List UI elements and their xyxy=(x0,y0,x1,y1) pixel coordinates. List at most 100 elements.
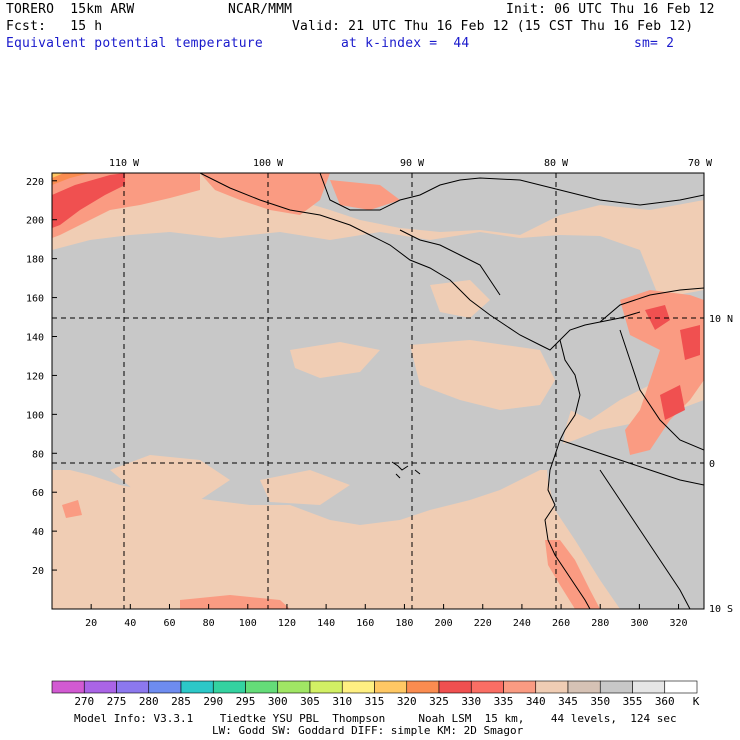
colorbar-swatch xyxy=(277,680,311,694)
colorbar-swatch xyxy=(51,680,85,694)
y-tick-label: 20 xyxy=(32,566,44,577)
x-tick-label: 320 xyxy=(670,618,688,629)
red-region-venezuela-3 xyxy=(660,385,685,420)
x-tick-label: 240 xyxy=(513,618,531,629)
red-region-venezuela-2 xyxy=(680,325,700,360)
forecast-hour: Fcst: 15 h xyxy=(6,19,103,34)
x-tick-label: 220 xyxy=(474,618,492,629)
orange-region-nw xyxy=(52,173,90,185)
lat-lon-grid xyxy=(52,173,704,609)
colorbar-swatch xyxy=(212,680,246,694)
salmon-region-south-ocean xyxy=(180,595,290,609)
colorbar-label: 300 xyxy=(267,695,288,708)
salmon-patch-sw xyxy=(62,500,82,518)
colorbar-unit: K xyxy=(692,695,700,708)
x-tick-label: 60 xyxy=(163,618,175,629)
x-tick-label: 100 xyxy=(239,618,257,629)
tan-patch-1 xyxy=(290,342,380,378)
lat-label: 0 xyxy=(709,459,715,470)
border-peru-brazil xyxy=(599,469,691,609)
organization: NCAR/MMM xyxy=(228,2,293,17)
init-time: Init: 06 UTC Thu 16 Feb 12 xyxy=(506,2,715,17)
colorbar-swatch xyxy=(341,680,375,694)
lon-label: 70 W xyxy=(688,158,713,169)
x-tick-label: 300 xyxy=(630,618,648,629)
tan-patch-3 xyxy=(430,280,490,318)
smoothing-info: sm= 2 xyxy=(634,36,675,51)
colorbar-swatch xyxy=(83,680,117,694)
tan-patch-4 xyxy=(110,455,230,500)
tan-patch-2 xyxy=(410,340,555,410)
colorbar-label: 270 xyxy=(74,695,95,708)
border-central-america xyxy=(399,229,501,296)
colorbar-swatch xyxy=(503,680,537,694)
gray-region-ocean xyxy=(52,232,660,525)
x-tick-label: 180 xyxy=(395,618,413,629)
x-tick-label: 120 xyxy=(278,618,296,629)
coastline-south-america-west xyxy=(544,339,591,609)
y-tick-label: 180 xyxy=(26,255,44,266)
y-tick-label: 120 xyxy=(26,371,44,382)
colorbar-swatch xyxy=(116,680,150,694)
y-axis-ticks: 220 200 180 160 140 120 100 80 60 40 20 xyxy=(26,177,57,577)
colorbar-label: 320 xyxy=(396,695,417,708)
salmon-region-peru xyxy=(545,540,600,609)
colorbar-label: 310 xyxy=(332,695,353,708)
x-tick-label: 200 xyxy=(435,618,453,629)
y-tick-label: 60 xyxy=(32,488,44,499)
coastline-caribbean-sa xyxy=(599,287,704,323)
gray-region-south-america xyxy=(545,400,704,609)
lat-label: 10 S xyxy=(709,604,733,615)
lon-label: 90 W xyxy=(400,158,425,169)
coastline-yucatan xyxy=(319,173,704,211)
footer-physics-info: LW: Godd SW: Goddard DIFF: simple KM: 2D… xyxy=(212,724,524,737)
lon-label: 110 W xyxy=(109,158,140,169)
tan-patch-5 xyxy=(260,470,350,505)
colorbar-label: 360 xyxy=(654,695,675,708)
y-tick-label: 40 xyxy=(32,527,44,538)
colorbar-label: 345 xyxy=(558,695,578,708)
level-info: at k-index = 44 xyxy=(341,36,470,51)
colorbar-swatch xyxy=(535,680,569,694)
x-tick-label: 140 xyxy=(317,618,335,629)
border-colombia-ecuador-peru xyxy=(559,439,704,486)
colorbar-label: 350 xyxy=(590,695,611,708)
x-tick-label: 20 xyxy=(85,618,97,629)
top-lon-labels: 110 W 100 W 90 W 80 W 70 W xyxy=(109,158,713,169)
colorbar-swatch xyxy=(664,680,698,694)
y-tick-label: 100 xyxy=(26,410,44,421)
y-tick-label: 200 xyxy=(26,216,44,227)
colorbar-swatch xyxy=(470,680,504,694)
coastlines xyxy=(199,173,704,609)
colorbar-label: 340 xyxy=(525,695,546,708)
colorbar-label: 355 xyxy=(622,695,643,708)
x-tick-label: 160 xyxy=(356,618,374,629)
colorbar-swatch xyxy=(148,680,182,694)
red-region-nw xyxy=(52,173,125,228)
border-colombia-venezuela xyxy=(619,329,704,451)
colorbar-label: 295 xyxy=(235,695,256,708)
model-name: TORERO 15km ARW xyxy=(6,2,135,17)
x-tick-label: 260 xyxy=(552,618,570,629)
field-name: Equivalent potential temperature xyxy=(6,36,263,51)
colorbar-swatch xyxy=(438,680,472,694)
colorbar-label: 290 xyxy=(203,695,224,708)
colorbar-swatch xyxy=(374,680,408,694)
colorbar-swatch xyxy=(632,680,666,694)
colorbar-swatch xyxy=(309,680,343,694)
colorbar-swatch xyxy=(406,680,440,694)
y-tick-label: 80 xyxy=(32,449,44,460)
lat-label: 10 N xyxy=(709,314,733,325)
galapagos-islands xyxy=(391,461,421,479)
colorbar-label: 275 xyxy=(106,695,127,708)
colorbar-swatch xyxy=(599,680,633,694)
x-tick-label: 40 xyxy=(124,618,136,629)
x-axis-ticks: 20 40 60 80 100 120 140 160 180 200 220 240 260 280 30… xyxy=(85,604,688,629)
colorbar-label: 280 xyxy=(138,695,159,708)
x-tick-label: 280 xyxy=(591,618,609,629)
theta-e-field xyxy=(52,173,704,609)
colorbar-label: 305 xyxy=(300,695,320,708)
colorbar-swatch xyxy=(567,680,601,694)
lon-label: 80 W xyxy=(544,158,569,169)
